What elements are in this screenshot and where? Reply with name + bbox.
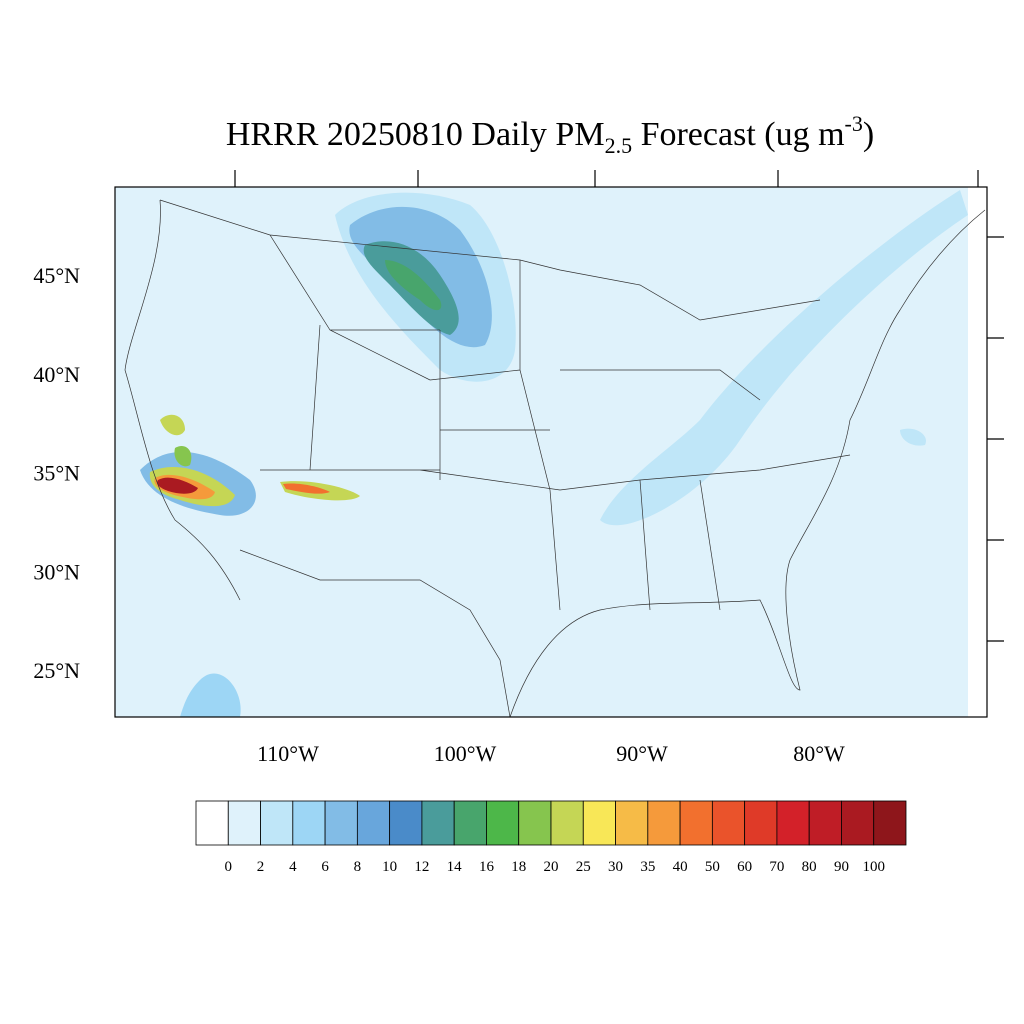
- colorbar-swatch: [615, 800, 649, 846]
- colorbar-swatch: [227, 800, 261, 846]
- colorbar-label: 80: [802, 859, 817, 875]
- title-sub: 2.5: [605, 133, 633, 158]
- colorbar-swatch: [776, 800, 810, 846]
- colorbar-swatch: [486, 800, 520, 846]
- colorbar-swatch: [453, 800, 487, 846]
- title-mid: Forecast (ug m: [632, 116, 844, 153]
- colorbar: 0 2 4 6 8 10 12 14 16 18 20 25 30 35 40 50 60 70 80 90 100: [195, 800, 907, 875]
- coastline: [124, 199, 986, 718]
- colorbar-swatch: [808, 800, 842, 846]
- colorbar-label: 30: [608, 859, 623, 875]
- title-end: ): [863, 116, 874, 153]
- colorbar-swatch: [518, 800, 552, 846]
- colorbar-label: 90: [834, 859, 849, 875]
- colorbar-label: 60: [737, 859, 752, 875]
- colorbar-label: 35: [640, 859, 655, 875]
- smoke: [140, 190, 968, 717]
- colorbar-swatch: [873, 800, 907, 846]
- x-tick-label: 80°W: [793, 741, 845, 766]
- colorbar-swatch: [421, 800, 455, 846]
- colorbar-swatch: [324, 800, 358, 846]
- y-tick-label: 30°N: [33, 559, 80, 584]
- colorbar-label: 6: [321, 859, 329, 875]
- colorbar-label: 20: [544, 859, 559, 875]
- colorbar-label: 50: [705, 859, 720, 875]
- y-tick-label: 40°N: [33, 362, 80, 387]
- colorbar-label: 16: [479, 859, 495, 875]
- colorbar-swatch: [292, 800, 326, 846]
- colorbar-label: 25: [576, 859, 591, 875]
- colorbar-label: 70: [769, 859, 784, 875]
- colorbar-label: 18: [511, 859, 526, 875]
- map-background: [115, 187, 987, 717]
- title: HRRR 20250810 Daily PM2.5 Forecast (ug m…: [226, 111, 874, 158]
- x-tick-label: 90°W: [616, 741, 668, 766]
- colorbar-swatch: [195, 800, 229, 846]
- axes: 45°N 40°N 35°N 30°N 25°N 110°W 100°W 90°W 80°W: [33, 263, 845, 766]
- colorbar-label: 2: [257, 859, 265, 875]
- colorbar-swatch: [647, 800, 681, 846]
- colorbar-swatch: [550, 800, 584, 846]
- x-tick-label: 100°W: [434, 741, 497, 766]
- colorbar-swatch: [356, 800, 391, 846]
- y-tick-label: 35°N: [33, 461, 80, 486]
- colorbar-label: 8: [354, 859, 362, 875]
- colorbar-label: 12: [414, 859, 429, 875]
- map: [114, 170, 1004, 718]
- colorbar-label: 0: [225, 859, 233, 875]
- colorbar-swatch: [841, 800, 875, 846]
- colorbar-label: 14: [447, 859, 463, 875]
- map-edge: [968, 187, 987, 717]
- colorbar-swatch: [389, 800, 423, 846]
- colorbar-swatch: [679, 800, 713, 846]
- y-tick-label: 45°N: [33, 263, 80, 288]
- colorbar-label: 4: [289, 859, 297, 875]
- colorbar-swatch: [711, 800, 746, 846]
- title-sup: -3: [845, 111, 863, 136]
- colorbar-label: 100: [862, 859, 885, 875]
- colorbar-label: 40: [673, 859, 688, 875]
- colorbar-swatch: [744, 800, 778, 846]
- colorbar-swatch: [260, 800, 294, 846]
- y-tick-label: 25°N: [33, 658, 80, 683]
- x-tick-label: 110°W: [257, 741, 319, 766]
- colorbar-swatch: [582, 800, 616, 846]
- map-frame: [114, 186, 988, 718]
- colorbar-label: 10: [382, 859, 397, 875]
- frame-ticks: [234, 170, 1004, 642]
- title-main: HRRR 20250810 Daily PM: [226, 116, 605, 153]
- state-borders: [260, 234, 851, 611]
